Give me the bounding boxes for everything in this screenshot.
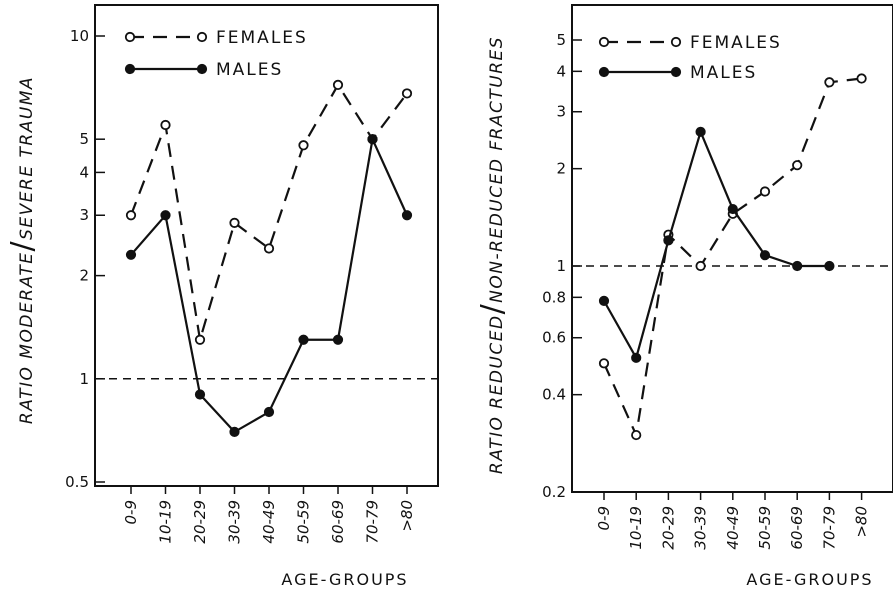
y-axis-label-denominator: NON-REDUCED FRACTURES bbox=[487, 36, 507, 303]
y-axis-label-denominator: SEVERE TRAUMA bbox=[17, 76, 37, 240]
legend-marker-females bbox=[670, 36, 682, 48]
data-point-males bbox=[792, 260, 803, 272]
x-tick-label: >80 bbox=[398, 500, 416, 532]
data-point-males bbox=[598, 295, 610, 306]
y-tick-label: 0.8 bbox=[542, 288, 566, 306]
x-tick-label: 30-39 bbox=[226, 500, 244, 544]
x-tick-label: >80 bbox=[853, 506, 871, 538]
y-tick-label: 3 bbox=[556, 103, 566, 121]
legend-marker-males bbox=[124, 63, 136, 75]
y-axis-label-slash: / bbox=[475, 303, 510, 315]
y-tick-label: 5 bbox=[79, 130, 89, 148]
y-tick-label: 10 bbox=[70, 27, 89, 45]
x-tick-label: 70-79 bbox=[820, 506, 838, 550]
data-point-males bbox=[263, 406, 275, 418]
data-point-females bbox=[401, 88, 413, 99]
data-point-females bbox=[631, 429, 642, 441]
y-tick-label: 2 bbox=[556, 160, 566, 178]
plot-frame bbox=[94, 4, 439, 487]
data-point-females bbox=[695, 260, 706, 272]
y-tick-label: 4 bbox=[556, 62, 566, 80]
data-point-males bbox=[125, 249, 137, 260]
legend-label-males: MALES bbox=[216, 60, 283, 80]
x-tick-label: 40-49 bbox=[724, 506, 742, 550]
data-point-males bbox=[663, 235, 674, 246]
x-tick-label: 60-69 bbox=[329, 500, 347, 544]
legend-label-females: FEMALES bbox=[690, 33, 782, 53]
data-point-females bbox=[598, 358, 610, 369]
data-point-males bbox=[332, 334, 344, 345]
data-point-females bbox=[856, 73, 867, 84]
x-tick-label: 20-29 bbox=[191, 500, 209, 544]
y-tick-label: 1 bbox=[556, 257, 566, 275]
y-tick-label: 0.2 bbox=[542, 483, 566, 501]
y-axis-label-numerator: RATIO REDUCED bbox=[487, 314, 507, 474]
data-point-males bbox=[695, 126, 706, 137]
data-point-males bbox=[759, 250, 771, 261]
x-tick-label: 70-79 bbox=[364, 500, 382, 544]
series-line-males bbox=[603, 128, 830, 361]
legend-marker-males bbox=[196, 63, 208, 75]
data-point-males bbox=[229, 426, 240, 438]
legend-marker-males bbox=[670, 66, 682, 78]
data-point-females bbox=[125, 210, 137, 221]
data-point-males bbox=[824, 260, 835, 272]
y-tick-label: 1 bbox=[79, 370, 89, 388]
data-point-males bbox=[401, 210, 413, 221]
y-tick-label: 0.4 bbox=[542, 386, 566, 404]
series-line-females bbox=[129, 82, 408, 341]
data-point-females bbox=[263, 243, 275, 254]
data-point-males bbox=[298, 334, 309, 345]
y-axis-label-numerator: RATIO MODERATE bbox=[17, 251, 37, 424]
y-axis-label: RATIO MODERATE/SEVERE TRAUMA bbox=[5, 76, 40, 424]
x-axis-label: AGE-GROUPS bbox=[746, 570, 873, 589]
chart-moderate-severe-trauma: 0.5 1 2 3 4 5 10 0-9 10-19 20-29 30-39 40-49 50-59 60… bbox=[5, 4, 439, 589]
legend-marker-females bbox=[124, 31, 136, 43]
y-tick-label: 0.6 bbox=[542, 329, 566, 347]
x-tick-label: 30-39 bbox=[692, 506, 710, 550]
legend-label-males: MALES bbox=[690, 63, 757, 83]
x-tick-label: 50-59 bbox=[295, 500, 313, 544]
chart-reduced-nonreduced-fractures: 0.2 0.4 0.6 0.8 1 2 3 4 5 0-9 10-19 20-29 30-39 40-49… bbox=[475, 4, 893, 589]
y-tick-label: 2 bbox=[79, 267, 89, 285]
legend-marker-females bbox=[598, 36, 610, 48]
x-tick-label: 20-29 bbox=[659, 506, 677, 550]
data-point-females bbox=[229, 217, 240, 228]
x-tick-label: 10-19 bbox=[627, 506, 645, 550]
y-tick-label: 3 bbox=[79, 206, 89, 224]
data-point-females bbox=[759, 186, 771, 197]
series-line-females bbox=[602, 77, 862, 439]
y-axis-label-slash: / bbox=[5, 240, 40, 252]
y-axis-label: RATIO REDUCED/NON-REDUCED FRACTURES bbox=[475, 36, 510, 474]
legend-marker-females bbox=[196, 31, 208, 43]
x-axis-label: AGE-GROUPS bbox=[281, 570, 408, 589]
data-point-males bbox=[160, 210, 171, 221]
data-point-females bbox=[792, 160, 803, 171]
x-tick-label: 40-49 bbox=[260, 500, 278, 544]
data-point-males bbox=[727, 203, 738, 215]
series-line-males bbox=[130, 135, 409, 434]
x-tick-label: 50-59 bbox=[756, 506, 774, 550]
data-point-females bbox=[194, 334, 206, 345]
legend-label-females: FEMALES bbox=[216, 28, 308, 48]
x-tick-label: 60-69 bbox=[788, 506, 806, 550]
data-point-females bbox=[298, 140, 309, 151]
x-tick-label: 0-9 bbox=[122, 500, 140, 525]
y-tick-label: 5 bbox=[556, 31, 566, 49]
data-point-males bbox=[367, 134, 378, 145]
y-tick-label: 4 bbox=[79, 163, 89, 181]
data-point-females bbox=[160, 119, 171, 131]
legend-marker-males bbox=[598, 66, 610, 78]
data-point-males bbox=[194, 389, 206, 400]
y-tick-label: 0.5 bbox=[65, 473, 89, 491]
x-tick-label: 10-19 bbox=[157, 500, 175, 544]
x-tick-label: 0-9 bbox=[595, 506, 613, 531]
data-point-females bbox=[824, 77, 835, 88]
data-point-females bbox=[332, 79, 344, 91]
data-point-males bbox=[631, 352, 642, 363]
